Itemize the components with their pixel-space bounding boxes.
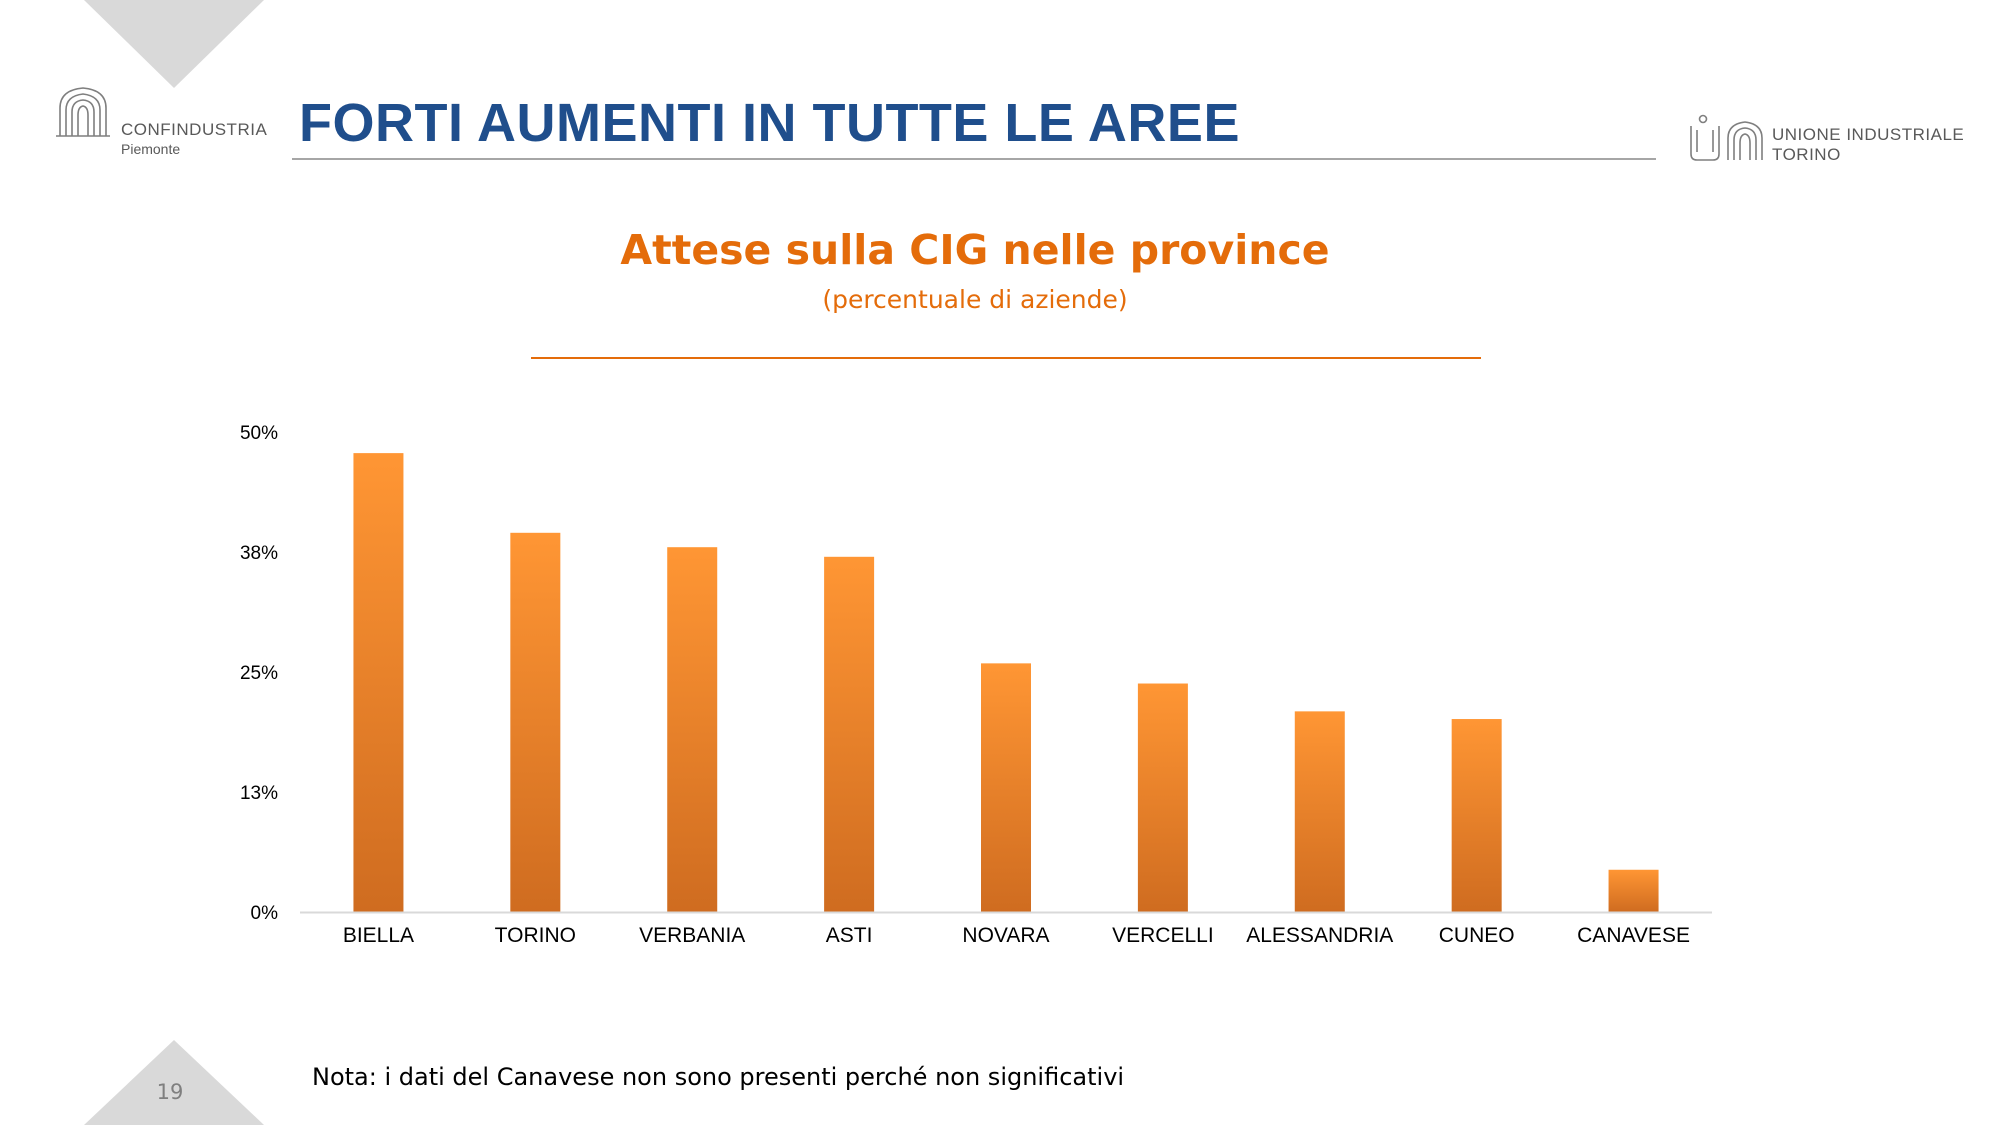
- corner-triangle-bottom: [84, 1040, 264, 1125]
- page-title: FORTI AUMENTI IN TUTTE LE AREE: [299, 93, 1240, 153]
- unione-industriale-logo: UNIONE INDUSTRIALE TORINO: [1686, 114, 1986, 170]
- chart-title: Attese sulla CIG nelle province: [620, 226, 1330, 274]
- unione-industriale-emblem-icon: [1690, 114, 1763, 161]
- logo-right-line2: TORINO: [1772, 145, 1841, 164]
- bar-chart: 0% 13% 25% 38% 50% BIELLA TORINO VERBANIA ASTI N…: [240, 423, 1712, 947]
- bar-verbania: [667, 547, 718, 912]
- bar-vercelli: [1137, 683, 1188, 912]
- confindustria-emblem-icon: [56, 87, 110, 137]
- x-tick-label: CANAVESE: [1577, 924, 1690, 947]
- confindustria-logo: CONFINDUSTRIA Piemonte: [54, 84, 284, 164]
- logo-right-line1: UNIONE INDUSTRIALE: [1772, 125, 1965, 144]
- x-tick-label: VERBANIA: [639, 924, 745, 947]
- chart-subtitle: (percentuale di aziende): [822, 285, 1128, 314]
- y-tick-label: 50%: [240, 423, 278, 444]
- x-tick-label: ASTI: [826, 924, 873, 947]
- y-axis-tick-labels: 0% 13% 25% 38% 50%: [240, 423, 278, 924]
- title-divider: [292, 158, 1656, 160]
- bar-asti: [824, 556, 875, 912]
- y-tick-label: 25%: [240, 663, 278, 684]
- corner-triangle-top: [84, 0, 264, 88]
- logo-left-subtitle: Piemonte: [121, 141, 181, 157]
- y-tick-label: 38%: [240, 543, 278, 564]
- bar-alessandria: [1294, 711, 1345, 912]
- y-tick-label: 13%: [240, 783, 278, 804]
- x-tick-label: TORINO: [495, 924, 576, 947]
- bar-novara: [981, 663, 1031, 912]
- x-tick-label: ALESSANDRIA: [1246, 924, 1393, 947]
- bar-torino: [510, 532, 561, 912]
- x-tick-label: CUNEO: [1439, 924, 1515, 947]
- logo-left-name: CONFINDUSTRIA: [121, 120, 268, 139]
- x-tick-label: BIELLA: [343, 924, 414, 947]
- chart-title-divider: [531, 357, 1481, 359]
- x-tick-label: NOVARA: [962, 924, 1049, 947]
- bar-canavese: [1608, 869, 1659, 912]
- footnote: Nota: i dati del Canavese non sono prese…: [312, 1063, 1125, 1091]
- x-tick-label: VERCELLI: [1112, 924, 1214, 947]
- bar-series: [353, 453, 1659, 912]
- bar-biella: [353, 453, 404, 912]
- page-number: 19: [156, 1080, 184, 1104]
- x-axis-tick-labels: BIELLA TORINO VERBANIA ASTI NOVARA VERCELLI AL…: [343, 924, 1690, 947]
- bar-cuneo: [1451, 719, 1502, 912]
- y-tick-label: 0%: [251, 903, 279, 924]
